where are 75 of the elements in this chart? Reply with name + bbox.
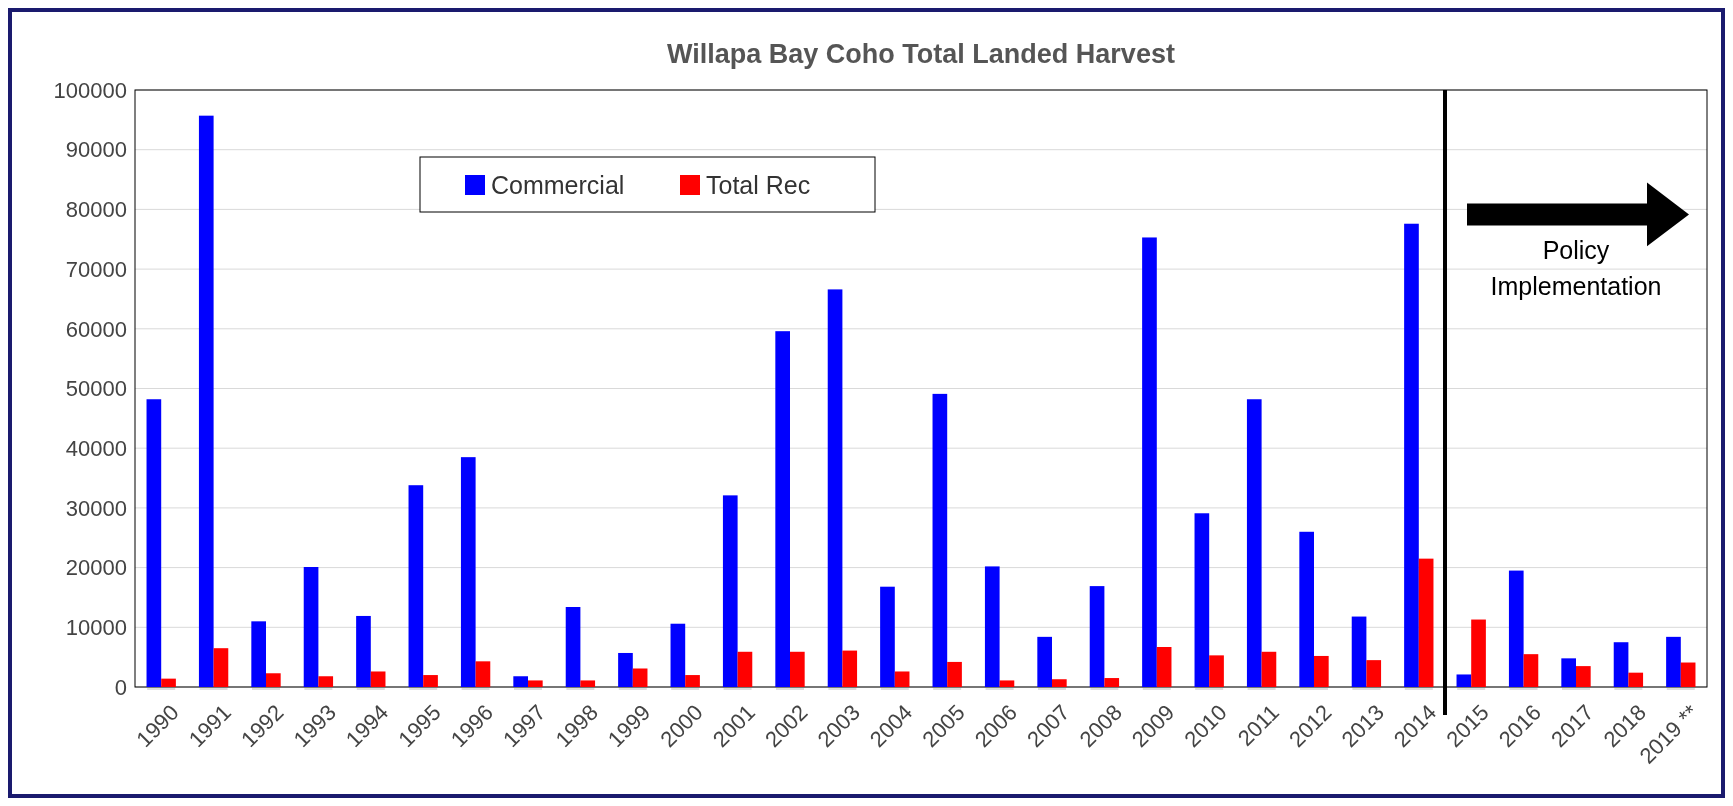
y-tick-label: 50000 (65, 376, 127, 402)
bar (1314, 655, 1329, 687)
bar (513, 676, 528, 687)
bar (1418, 558, 1434, 687)
bar (198, 115, 214, 687)
y-tick-label: 80000 (65, 197, 127, 223)
bar (213, 648, 229, 687)
ref-line-label: Policy Implementation (1490, 236, 1662, 301)
bar (775, 331, 790, 687)
bar (999, 680, 1015, 687)
bar (1089, 586, 1105, 687)
bar (1052, 679, 1067, 687)
bar (947, 661, 962, 687)
bar (737, 651, 753, 687)
bar (370, 671, 386, 687)
bar (1299, 531, 1314, 687)
bar (618, 652, 633, 687)
bar (1628, 672, 1644, 687)
bar (161, 678, 176, 687)
bar (932, 393, 948, 687)
bar (685, 675, 700, 687)
bar (356, 615, 371, 687)
bar (827, 289, 843, 687)
bar (1613, 642, 1629, 687)
y-tick-label: 10000 (65, 615, 127, 640)
bar (842, 650, 858, 687)
y-tick-label: 100000 (53, 77, 127, 103)
bar (318, 676, 334, 687)
bar (670, 623, 686, 687)
bar (146, 399, 162, 687)
bar (1666, 636, 1681, 687)
bar (1261, 651, 1277, 687)
bar (1523, 654, 1539, 687)
bar (722, 495, 738, 687)
bar (1104, 678, 1120, 687)
bar (423, 675, 438, 687)
bar (1456, 674, 1472, 687)
bar (580, 680, 596, 687)
bar (984, 566, 1000, 687)
bar (565, 607, 581, 687)
bar (460, 457, 476, 687)
bar (303, 567, 319, 687)
bar (1508, 570, 1524, 687)
y-tick-label: 30000 (65, 495, 127, 521)
bar (880, 586, 895, 687)
bar (1561, 658, 1576, 687)
y-tick-label: 70000 (65, 256, 127, 282)
bar (1366, 660, 1382, 687)
bar (894, 671, 910, 687)
bar (1246, 399, 1262, 687)
bar (475, 661, 491, 687)
bar (1037, 636, 1052, 687)
bar (1576, 666, 1591, 687)
bar (1142, 237, 1157, 687)
bar (1680, 662, 1696, 687)
bar (266, 673, 281, 687)
bar (251, 621, 266, 687)
y-tick-label: 60000 (65, 316, 127, 342)
y-tick-label: 90000 (65, 137, 127, 163)
bar (790, 651, 805, 687)
bar (1156, 647, 1172, 687)
bar (1471, 619, 1486, 687)
bar (1404, 223, 1419, 687)
chart-title: Willapa Bay Coho Total Landed Harvest (667, 39, 1175, 69)
legend-label: Commercial (491, 170, 625, 199)
bar (1351, 616, 1367, 687)
bar (1194, 513, 1210, 687)
bar (632, 668, 648, 687)
y-tick-label: 20000 (65, 555, 127, 581)
y-tick-label: 40000 (65, 435, 127, 461)
bar (408, 485, 424, 687)
bar (1209, 655, 1224, 687)
legend-label: Total Rec (706, 170, 811, 199)
bar (528, 680, 543, 687)
y-tick-label: 0 (114, 674, 127, 700)
